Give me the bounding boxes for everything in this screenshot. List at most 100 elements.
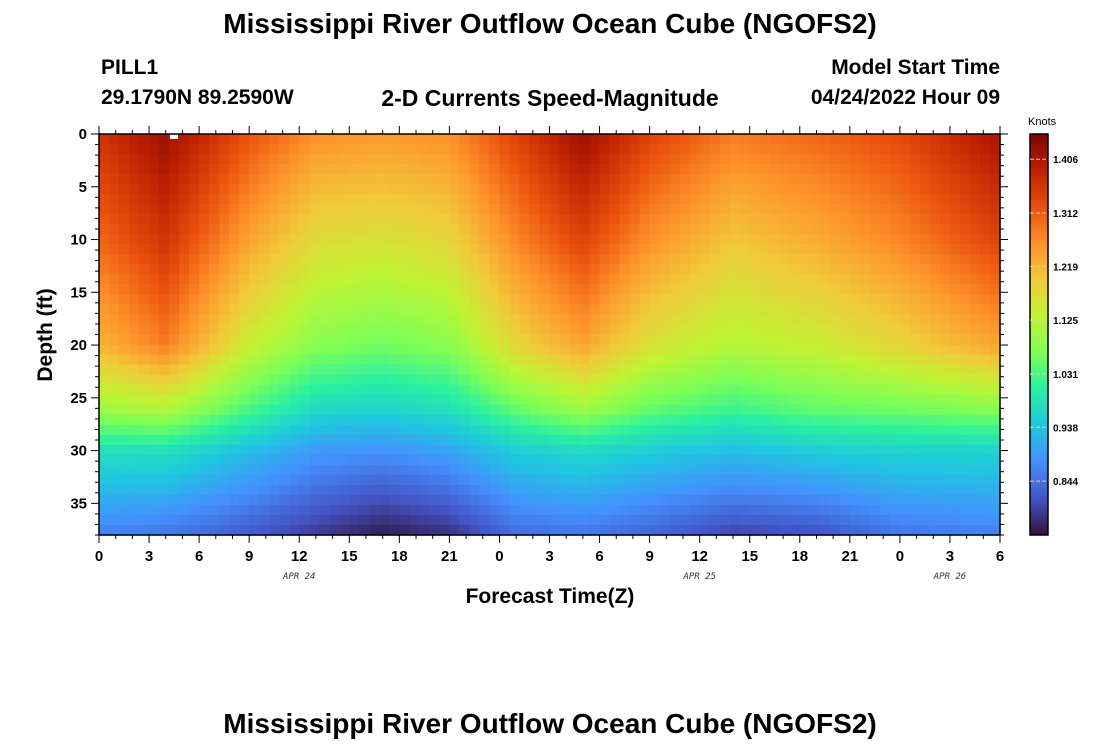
heatmap-cell (499, 384, 511, 396)
heatmap-cell (479, 144, 491, 155)
heatmap-cell (319, 504, 330, 516)
heatmap-cell (129, 414, 140, 426)
heatmap-cell (579, 364, 591, 376)
heatmap-cell (669, 304, 681, 316)
heatmap-cell (129, 194, 140, 205)
heatmap-cell (649, 154, 661, 165)
heatmap-cell (199, 344, 210, 356)
heatmap-cell (489, 394, 501, 406)
heatmap-cell (319, 134, 330, 145)
heatmap-cell (369, 444, 380, 456)
heatmap-cell (399, 474, 410, 486)
heatmap-cell (959, 144, 971, 155)
heatmap-cell (139, 264, 150, 275)
heatmap-cell (109, 344, 120, 356)
heatmap-cell (199, 154, 210, 165)
heatmap-cell (369, 304, 380, 316)
heatmap-cell (639, 434, 651, 446)
heatmap-cell (119, 394, 130, 406)
heatmap-cell (199, 394, 210, 406)
heatmap-cell (809, 374, 821, 386)
heatmap-cell (509, 434, 521, 446)
heatmap-cell (709, 524, 721, 536)
heatmap-cell (779, 304, 791, 316)
heatmap-cell (869, 514, 881, 526)
heatmap-cell (259, 154, 270, 165)
heatmap-cell (539, 474, 551, 486)
heatmap-cell (749, 184, 761, 195)
heatmap-cell (879, 404, 891, 416)
heatmap-cell (209, 224, 220, 235)
heatmap-cell (699, 224, 711, 235)
heatmap-cell (329, 324, 340, 336)
heatmap-cell (749, 324, 761, 336)
heatmap-cell (339, 384, 350, 396)
heatmap-cell (299, 474, 310, 486)
heatmap-cell (529, 304, 541, 316)
heatmap-cell (699, 214, 711, 225)
heatmap-cell (449, 494, 460, 506)
heatmap-cell (119, 214, 130, 225)
heatmap-cell (839, 154, 851, 165)
heatmap-cell (739, 194, 751, 205)
heatmap-cell (419, 194, 430, 205)
heatmap-cell (429, 354, 440, 366)
heatmap-cell (509, 184, 521, 195)
heatmap-cell (319, 464, 330, 476)
heatmap-cell (989, 414, 1001, 426)
heatmap-cell (699, 164, 711, 175)
heatmap-cell (579, 434, 591, 446)
heatmap-cell (229, 214, 240, 225)
heatmap-cell (279, 164, 290, 175)
heatmap-cell (129, 424, 140, 436)
heatmap-cell (479, 214, 491, 225)
heatmap-cell (339, 494, 350, 506)
heatmap-cell (139, 164, 150, 175)
heatmap-cell (989, 354, 1001, 366)
heatmap-cell (719, 374, 731, 386)
heatmap-cell (749, 244, 761, 255)
heatmap-cell (329, 264, 340, 275)
heatmap-cell (949, 354, 961, 366)
heatmap-cell (539, 174, 551, 185)
heatmap-cell (839, 494, 851, 506)
heatmap-cell (549, 274, 561, 285)
heatmap-cell (149, 214, 160, 225)
heatmap-cell (479, 274, 491, 285)
heatmap-cell (169, 244, 180, 255)
heatmap-cell (549, 474, 561, 486)
heatmap-cell (589, 284, 601, 295)
heatmap-cell (739, 304, 751, 316)
heatmap-cell (519, 144, 531, 155)
heatmap-cell (499, 244, 511, 255)
heatmap-cell (109, 514, 120, 526)
heatmap-cell (849, 354, 861, 366)
heatmap-cell (959, 334, 971, 346)
heatmap-cell (389, 524, 400, 536)
heatmap-cell (109, 314, 120, 326)
heatmap-cell (109, 434, 120, 446)
heatmap-cell (629, 214, 641, 225)
heatmap-cell (229, 494, 240, 506)
heatmap-cell (559, 344, 571, 356)
heatmap-cell (499, 464, 511, 476)
heatmap-cell (939, 314, 951, 326)
heatmap-cell (669, 474, 681, 486)
heatmap-cell (879, 134, 891, 145)
heatmap-cell (609, 144, 621, 155)
heatmap-cell (429, 504, 440, 516)
heatmap-cell (699, 234, 711, 245)
heatmap-cell (789, 294, 801, 306)
heatmap-cell (189, 174, 200, 185)
heatmap-cell (149, 154, 160, 165)
heatmap-cell (519, 504, 531, 516)
heatmap-cell (889, 424, 901, 436)
heatmap-cell (809, 184, 821, 195)
heatmap-cell (949, 284, 961, 295)
heatmap-cell (649, 144, 661, 155)
heatmap-cell (699, 354, 711, 366)
heatmap-cell (239, 424, 250, 436)
heatmap-cell (409, 364, 420, 376)
heatmap-cell (269, 384, 280, 396)
heatmap-cell (429, 164, 440, 175)
